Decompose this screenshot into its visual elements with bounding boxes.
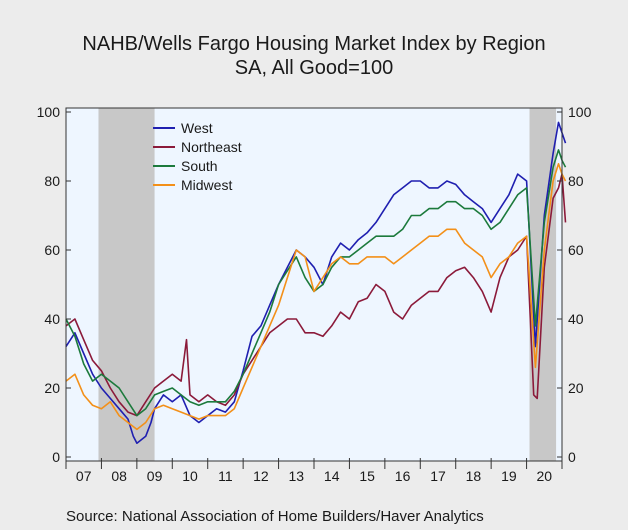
source-note: Source: National Association of Home Bui… bbox=[66, 508, 484, 525]
x-tick-label: 15 bbox=[359, 468, 375, 484]
right-tick-label: 60 bbox=[568, 242, 584, 258]
left-tick-label: 100 bbox=[37, 104, 61, 120]
right-tick-label: 100 bbox=[568, 104, 592, 120]
chart-area: 0 20 40 60 80 100 0 20 40 60 80 100 07 08 09 10 11 12 13… bbox=[37, 104, 592, 484]
x-tick-label: 14 bbox=[324, 468, 340, 484]
right-tick-label: 40 bbox=[568, 311, 584, 327]
x-tick-label: 12 bbox=[253, 468, 269, 484]
x-tick-label: 07 bbox=[76, 468, 92, 484]
chart-subtitle: SA, All Good=100 bbox=[234, 57, 394, 79]
left-axis: 0 20 40 60 80 100 bbox=[37, 104, 71, 465]
left-tick-label: 0 bbox=[52, 449, 60, 465]
series-line-midwest bbox=[65, 163, 567, 431]
x-tick-label: 20 bbox=[536, 468, 552, 484]
x-axis: 07 08 09 10 11 12 13 14 15 16 17 18 19 20 bbox=[65, 458, 563, 484]
x-tick-label: 16 bbox=[395, 468, 411, 484]
series-line-south bbox=[65, 149, 567, 417]
right-tick-label: 80 bbox=[568, 173, 584, 189]
legend-label-west: West bbox=[181, 120, 213, 136]
series-line-northeast bbox=[65, 173, 567, 417]
x-tick-label: 08 bbox=[111, 468, 127, 484]
legend-label-northeast: Northeast bbox=[181, 139, 242, 155]
right-tick-label: 0 bbox=[568, 449, 576, 465]
left-tick-label: 60 bbox=[44, 242, 60, 258]
x-tick-label: 11 bbox=[218, 468, 233, 484]
x-tick-label: 17 bbox=[430, 468, 446, 484]
x-tick-label: 13 bbox=[288, 468, 304, 484]
legend-label-south: South bbox=[181, 158, 218, 174]
right-tick-label: 20 bbox=[568, 380, 584, 396]
chart-title: NAHB/Wells Fargo Housing Market Index by… bbox=[82, 33, 546, 55]
series-line-west bbox=[65, 121, 567, 444]
right-axis: 0 20 40 60 80 100 bbox=[557, 104, 592, 465]
x-tick-label: 19 bbox=[501, 468, 517, 484]
x-tick-label: 09 bbox=[147, 468, 163, 484]
left-tick-label: 40 bbox=[44, 311, 60, 327]
left-tick-label: 20 bbox=[44, 380, 60, 396]
series-lines bbox=[65, 121, 567, 444]
legend: West Northeast South Midwest bbox=[153, 120, 242, 193]
x-tick-label: 10 bbox=[182, 468, 198, 484]
left-tick-label: 80 bbox=[44, 173, 60, 189]
x-tick-label: 18 bbox=[466, 468, 482, 484]
legend-label-midwest: Midwest bbox=[181, 177, 232, 193]
